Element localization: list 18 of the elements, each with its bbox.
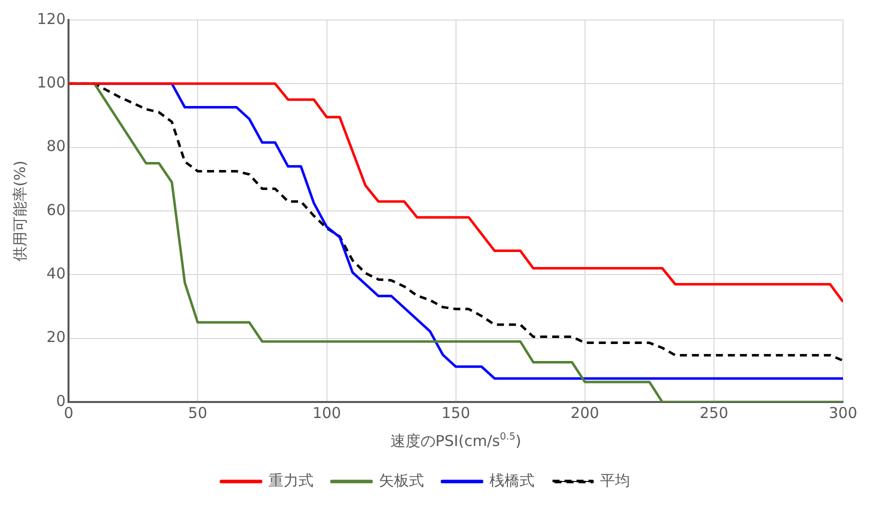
x-tick-label: 100 [312,404,342,422]
x-tick-label: 150 [441,404,470,422]
y-axis-title: 供用可能率(%) [10,160,29,262]
legend-label: 平均 [600,471,630,490]
legend-label: 重力式 [268,471,314,490]
legend-label: 桟橋式 [490,471,534,490]
y-tick-label: 60 [46,200,66,219]
x-tick-label: 50 [188,404,208,422]
legend-label: 矢板式 [379,471,424,490]
y-tick-label: 40 [46,264,66,283]
x-tick-label: 300 [828,404,858,422]
x-tick-label: 200 [570,404,600,422]
y-tick-label: 0 [56,392,66,410]
y-tick-label: 20 [46,328,66,346]
y-tick-label: 120 [36,10,66,28]
y-tick-label: 80 [46,137,66,156]
y-tick-label: 100 [36,74,66,92]
x-tick-label: 250 [700,404,728,422]
